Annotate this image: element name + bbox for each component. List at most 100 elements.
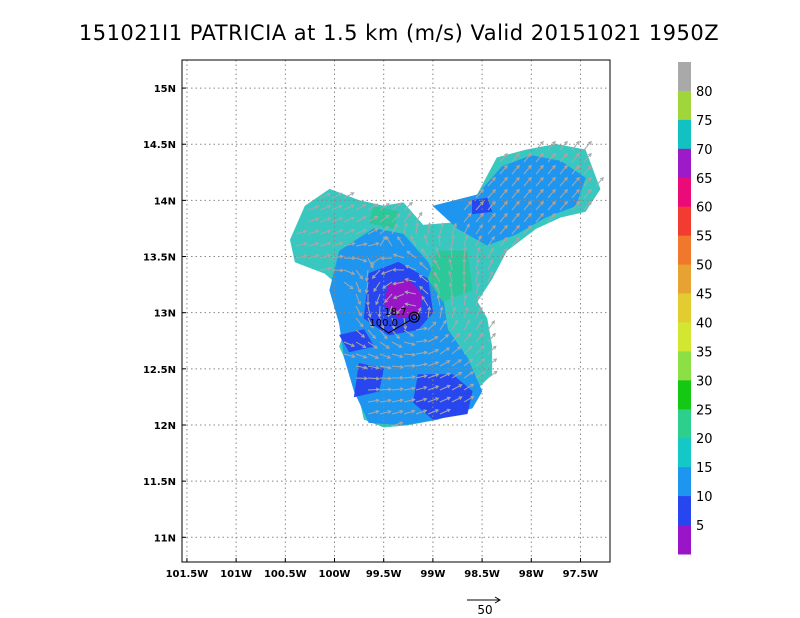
wind-vector-246 bbox=[511, 224, 520, 235]
wind-vector-245 bbox=[511, 212, 520, 223]
wind-vector-114 bbox=[403, 352, 417, 357]
wind-vector-224 bbox=[487, 259, 494, 271]
center-track bbox=[378, 319, 411, 334]
wind-vector-278 bbox=[571, 176, 580, 187]
wind-vector-25 bbox=[343, 229, 356, 235]
wind-vector-99 bbox=[391, 398, 404, 403]
wind-vector-126 bbox=[404, 290, 417, 295]
wind-vector-91 bbox=[387, 305, 393, 318]
colorbar-band-75 bbox=[678, 90, 691, 121]
wind-vector-166 bbox=[439, 384, 451, 391]
wind-vector-130 bbox=[415, 338, 428, 343]
wind-vector-148 bbox=[427, 361, 440, 367]
wind-vector-188 bbox=[463, 246, 468, 259]
wind-vector-222 bbox=[487, 236, 495, 247]
wind-vector-43 bbox=[355, 341, 367, 348]
reference-vector-head bbox=[494, 596, 501, 604]
wind-vector-132 bbox=[415, 362, 428, 367]
wind-vector-1 bbox=[295, 242, 308, 247]
colorbar-band-40 bbox=[678, 293, 691, 323]
wind-vector-49 bbox=[367, 228, 379, 235]
wind-vector-161 bbox=[439, 319, 447, 331]
wind-vector-257 bbox=[535, 164, 544, 175]
wind-vector-285 bbox=[583, 188, 592, 199]
wind-vector-107 bbox=[391, 267, 405, 272]
wind-vector-133 bbox=[415, 374, 428, 379]
colorbar-band-0 bbox=[678, 525, 691, 555]
wind-vector-190 bbox=[462, 269, 467, 283]
wind-vector-13 bbox=[319, 253, 332, 259]
x-axis: 101.5W 101W 100.5W 100W 99.5W 99W 98.5W 98W 97.5… bbox=[166, 558, 598, 580]
x-tick-label-5: 99W bbox=[420, 569, 445, 580]
wind-vector-89 bbox=[382, 281, 393, 289]
wind-vector-208 bbox=[475, 270, 480, 283]
colorbar-band-30 bbox=[678, 351, 691, 381]
wind-vector-233 bbox=[499, 176, 508, 187]
wind-vector-44 bbox=[355, 353, 368, 359]
wind-vector-120 bbox=[415, 211, 423, 223]
center-ring-inner bbox=[411, 314, 418, 321]
wind-vector-263 bbox=[547, 152, 556, 163]
wind-vector-42 bbox=[355, 329, 366, 338]
colorbar-label-45: 45 bbox=[696, 288, 713, 303]
colorbar-label-80: 80 bbox=[696, 85, 713, 100]
wind-vector-75 bbox=[379, 329, 388, 340]
y-tick-label-1: 14.5N bbox=[143, 140, 176, 151]
wind-vector-198 bbox=[463, 371, 474, 379]
wind-vector-39 bbox=[355, 293, 361, 306]
wind-vector-266 bbox=[547, 188, 556, 199]
colorbar-band-80 bbox=[678, 62, 691, 92]
wind-vector-192 bbox=[463, 294, 468, 307]
colorbar-band-45 bbox=[678, 264, 691, 295]
wind-vector-121 bbox=[415, 222, 419, 235]
wind-vector-78 bbox=[379, 365, 392, 370]
wind-vector-87 bbox=[379, 256, 393, 261]
wind-vector-181 bbox=[451, 371, 463, 379]
wind-vector-211 bbox=[475, 307, 482, 319]
wind-vector-46 bbox=[355, 376, 369, 381]
wind-vector-59 bbox=[367, 353, 380, 359]
wind-vector-54 bbox=[365, 294, 370, 307]
wind-vector-253 bbox=[523, 212, 532, 223]
wind-vector-238 bbox=[499, 236, 508, 247]
wind-vector-262 bbox=[547, 140, 556, 151]
wind-vector-136 bbox=[415, 409, 428, 415]
wind-vector-57 bbox=[367, 329, 376, 339]
wind-vector-101 bbox=[391, 421, 404, 427]
wind-vector-215 bbox=[475, 358, 486, 367]
wind-vector-0 bbox=[295, 229, 308, 235]
wind-vector-61 bbox=[367, 376, 381, 381]
wind-vector-6 bbox=[307, 241, 320, 247]
y-tick-label-2: 14N bbox=[154, 196, 176, 207]
wind-vector-129 bbox=[415, 326, 428, 331]
wind-vector-165 bbox=[439, 372, 451, 379]
wind-vector-15 bbox=[331, 192, 343, 199]
wind-vector-86 bbox=[385, 235, 393, 247]
wind-vector-134 bbox=[415, 386, 428, 391]
wind-vector-153 bbox=[439, 222, 444, 235]
wind-vector-31 bbox=[343, 353, 356, 358]
y-axis: 15N 14.5N 14N 13.5N 13N 12.5N 12N 11.5N 11N bbox=[143, 84, 186, 544]
wind-vector-115 bbox=[403, 363, 417, 368]
wind-vector-11 bbox=[319, 229, 332, 235]
wind-vector-214 bbox=[475, 345, 485, 355]
wind-vector-259 bbox=[535, 188, 544, 199]
y-tick-label-4: 13N bbox=[154, 309, 176, 320]
wind-vector-90 bbox=[384, 293, 393, 304]
wind-vector-85 bbox=[391, 223, 398, 235]
wind-vector-125 bbox=[404, 277, 417, 283]
colorbar-band-60 bbox=[678, 177, 691, 208]
x-tick-label-2: 100.5W bbox=[264, 569, 307, 580]
gridlines bbox=[182, 60, 610, 562]
wind-vector-12 bbox=[319, 241, 332, 247]
wind-vector-170 bbox=[450, 234, 455, 247]
wind-vector-236 bbox=[499, 212, 508, 223]
wind-vector-147 bbox=[427, 348, 440, 355]
wind-vector-53 bbox=[364, 281, 369, 294]
wind-vector-48 bbox=[367, 215, 379, 223]
wind-vector-239 bbox=[499, 248, 508, 259]
wind-vector-206 bbox=[475, 246, 481, 259]
wind-vector-145 bbox=[427, 321, 437, 331]
wind-vector-244 bbox=[511, 200, 520, 211]
wind-vector-151 bbox=[427, 397, 440, 403]
